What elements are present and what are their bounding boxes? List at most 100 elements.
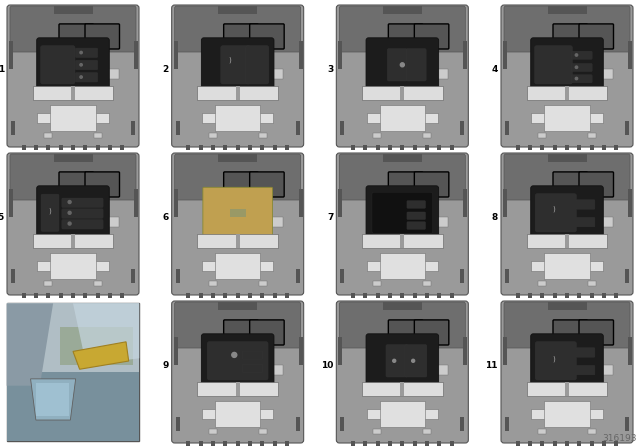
Bar <box>553 293 557 298</box>
Bar <box>534 365 547 375</box>
Bar <box>218 6 257 14</box>
Bar <box>108 293 112 298</box>
FancyBboxPatch shape <box>407 201 426 208</box>
Bar <box>236 382 239 396</box>
Bar <box>437 293 442 298</box>
Bar <box>600 217 612 227</box>
FancyBboxPatch shape <box>203 187 273 238</box>
Bar <box>423 133 431 138</box>
Bar <box>211 293 215 298</box>
Bar <box>540 441 544 446</box>
Bar <box>364 293 367 298</box>
Bar <box>223 145 227 150</box>
Bar <box>364 441 367 446</box>
FancyBboxPatch shape <box>579 24 614 49</box>
Bar <box>401 293 404 298</box>
Bar <box>528 293 532 298</box>
FancyBboxPatch shape <box>202 38 274 92</box>
Polygon shape <box>73 303 140 365</box>
Bar <box>37 261 109 271</box>
Bar <box>383 154 422 162</box>
Bar <box>362 234 443 248</box>
Text: 8: 8 <box>492 212 498 221</box>
FancyBboxPatch shape <box>76 73 98 82</box>
Bar <box>351 145 355 150</box>
Bar <box>388 441 392 446</box>
Bar <box>516 293 520 298</box>
Bar <box>11 121 15 135</box>
Bar <box>544 105 589 131</box>
FancyBboxPatch shape <box>388 24 423 49</box>
Bar <box>413 441 417 446</box>
FancyBboxPatch shape <box>337 301 468 443</box>
Bar <box>370 217 383 227</box>
Bar <box>547 154 586 162</box>
Bar <box>373 133 381 138</box>
Bar <box>423 281 431 286</box>
Bar <box>198 441 203 446</box>
Bar <box>236 441 239 446</box>
Bar <box>367 113 438 123</box>
FancyBboxPatch shape <box>577 348 595 357</box>
Bar <box>534 217 547 227</box>
Bar <box>33 86 113 100</box>
Circle shape <box>575 54 578 56</box>
Bar <box>9 189 13 217</box>
Bar <box>425 145 429 150</box>
Bar <box>215 105 260 131</box>
Circle shape <box>80 64 83 66</box>
Bar <box>527 382 607 396</box>
Bar <box>565 86 569 100</box>
Bar <box>503 41 507 69</box>
Bar <box>33 234 113 248</box>
Bar <box>248 293 252 298</box>
FancyBboxPatch shape <box>62 220 103 229</box>
Bar <box>463 189 467 217</box>
Bar <box>589 145 594 150</box>
Bar <box>260 293 264 298</box>
FancyBboxPatch shape <box>414 24 449 49</box>
Bar <box>202 113 273 123</box>
Bar <box>505 417 509 431</box>
Bar <box>6 303 140 372</box>
Bar <box>59 293 63 298</box>
FancyBboxPatch shape <box>172 5 303 147</box>
Bar <box>209 281 217 286</box>
Bar <box>463 41 467 69</box>
Bar <box>40 217 54 227</box>
Bar <box>260 441 264 446</box>
Bar <box>383 6 422 14</box>
Bar <box>236 234 239 248</box>
Bar <box>44 133 52 138</box>
Bar <box>602 441 606 446</box>
Text: 3: 3 <box>327 65 333 73</box>
FancyBboxPatch shape <box>387 48 407 81</box>
Bar <box>273 441 276 446</box>
FancyBboxPatch shape <box>172 301 303 443</box>
Bar <box>236 293 239 298</box>
Text: ): ) <box>552 206 555 212</box>
Bar <box>544 254 589 279</box>
FancyBboxPatch shape <box>553 24 588 49</box>
Bar <box>209 429 217 434</box>
FancyBboxPatch shape <box>572 64 592 72</box>
FancyBboxPatch shape <box>366 334 438 388</box>
Bar <box>435 69 448 79</box>
Polygon shape <box>73 342 129 369</box>
Bar <box>425 293 429 298</box>
Bar <box>46 293 51 298</box>
Bar <box>299 337 303 365</box>
Polygon shape <box>6 303 53 386</box>
Bar <box>553 441 557 446</box>
FancyBboxPatch shape <box>10 6 136 52</box>
Bar <box>380 105 425 131</box>
FancyBboxPatch shape <box>7 5 139 147</box>
Bar <box>273 293 276 298</box>
Bar <box>37 113 109 123</box>
Bar <box>202 409 273 419</box>
Bar <box>538 281 546 286</box>
Bar <box>9 41 13 69</box>
Bar <box>401 441 404 446</box>
FancyBboxPatch shape <box>534 46 572 84</box>
Bar <box>600 69 612 79</box>
